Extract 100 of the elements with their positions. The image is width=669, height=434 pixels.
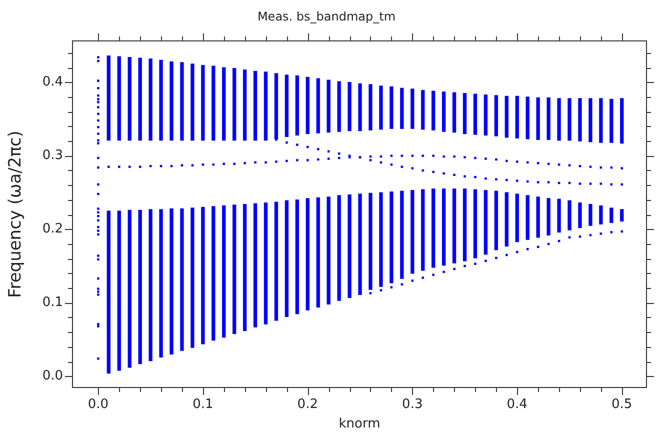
bar — [442, 92, 446, 132]
bar — [432, 188, 436, 268]
bar — [400, 88, 404, 129]
bar — [358, 194, 362, 295]
bar — [222, 205, 226, 338]
bar — [452, 188, 456, 264]
bar — [557, 98, 561, 141]
bar — [180, 208, 184, 351]
point — [516, 250, 518, 254]
bar — [295, 75, 300, 136]
bar — [599, 205, 603, 224]
y-tick-label: 0.4 — [42, 74, 63, 90]
x-tick-label: 0.2 — [297, 397, 318, 412]
bar — [316, 78, 320, 134]
bar — [620, 98, 624, 144]
bar — [484, 190, 488, 255]
bar — [106, 210, 110, 374]
bar — [148, 209, 152, 362]
bar — [337, 195, 341, 301]
bar — [337, 81, 341, 132]
bar — [368, 84, 372, 130]
x-tick-label: 0.5 — [612, 397, 632, 412]
bar — [504, 192, 508, 246]
bar — [546, 97, 550, 140]
point — [536, 162, 540, 164]
bar — [264, 202, 268, 324]
x-axis-title: knorm — [338, 416, 380, 432]
bar — [400, 190, 404, 279]
bar — [588, 98, 592, 142]
y-tick-label: 0.2 — [42, 222, 63, 237]
bar — [588, 204, 592, 226]
bar — [462, 188, 467, 262]
bar — [568, 200, 572, 230]
bar — [274, 73, 278, 140]
bar — [284, 200, 289, 318]
bar — [274, 202, 278, 321]
bar — [484, 94, 488, 136]
bar — [326, 196, 330, 305]
y-tick-label: 0.1 — [42, 295, 63, 310]
bar — [452, 92, 456, 133]
bar — [462, 92, 467, 134]
bar — [368, 192, 372, 290]
bar — [264, 72, 268, 141]
bar — [190, 208, 194, 348]
bar — [180, 62, 184, 141]
bar — [232, 204, 236, 334]
bar — [536, 97, 540, 140]
x-tick-label: 0.4 — [506, 397, 528, 412]
x-tick-label: 0.3 — [402, 397, 423, 412]
bar — [515, 96, 519, 138]
bar — [473, 94, 478, 135]
bar — [473, 189, 478, 258]
y-tick-label: 0.0 — [42, 368, 63, 384]
bar — [222, 67, 226, 141]
bar — [379, 192, 383, 287]
bar — [421, 189, 425, 271]
bar — [568, 98, 572, 141]
bar — [326, 80, 330, 133]
bar — [599, 98, 603, 143]
bar — [515, 194, 519, 242]
bar — [410, 190, 414, 274]
y-tick-label: 0.3 — [42, 148, 63, 164]
chart-title: Meas. bs_bandmap_tm — [257, 9, 396, 24]
bar — [242, 69, 247, 141]
bar — [159, 209, 163, 358]
bar — [536, 196, 540, 238]
x-tick-label: 0.1 — [192, 397, 214, 412]
bar — [578, 98, 582, 142]
bar — [190, 64, 194, 141]
bar — [546, 198, 550, 236]
bar — [138, 58, 142, 141]
bar — [295, 200, 300, 314]
bar — [212, 66, 216, 141]
bar — [620, 209, 624, 222]
bar — [526, 96, 530, 140]
bar — [117, 210, 121, 371]
bar — [557, 198, 561, 233]
bar — [348, 82, 352, 132]
bar — [316, 197, 320, 308]
bar — [106, 56, 110, 141]
bar — [578, 202, 582, 228]
bar — [390, 86, 394, 129]
bar — [128, 56, 132, 141]
bar — [170, 61, 174, 141]
bar — [358, 83, 362, 132]
bar — [232, 68, 236, 141]
bar — [504, 96, 508, 138]
bar — [148, 58, 152, 141]
bar — [117, 56, 121, 141]
bar — [442, 188, 446, 266]
bar — [128, 210, 132, 368]
bar — [432, 90, 436, 130]
bar — [494, 95, 498, 136]
bar — [253, 203, 258, 328]
bar — [390, 191, 394, 284]
bar — [212, 206, 216, 341]
bar — [379, 86, 383, 130]
bar — [253, 70, 258, 141]
y-axis-title: Frequency (ωa/2πc) — [6, 130, 26, 298]
bar — [159, 60, 163, 141]
